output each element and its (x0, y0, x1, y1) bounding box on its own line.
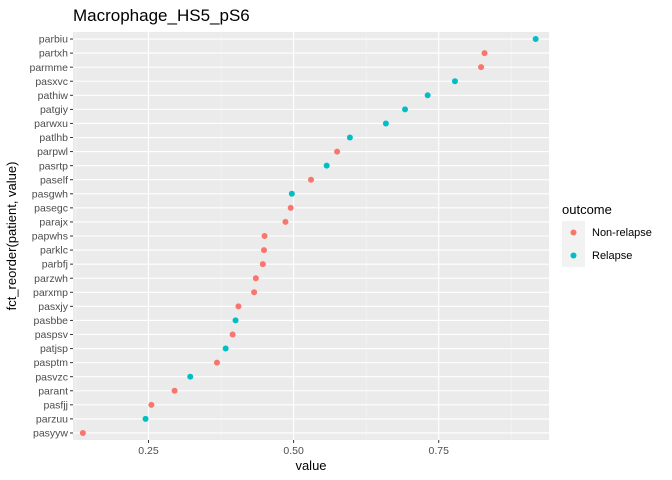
data-point-papwhs (261, 233, 268, 239)
y-tick-label: parajx (39, 217, 68, 229)
legend-title: outcome (562, 202, 612, 217)
x-tick-label: 0.25 (138, 445, 159, 457)
legend-swatch (570, 252, 577, 259)
data-point-pathiw (424, 92, 431, 99)
y-tick-label: partxh (39, 48, 68, 60)
data-point-pasbbe (232, 317, 239, 324)
data-point-patlhb (346, 134, 353, 141)
y-tick-label: pasrtp (39, 160, 68, 172)
y-tick-label: pasvzc (35, 371, 68, 383)
data-point-paspsv (229, 331, 236, 338)
data-point-pasrtp (323, 162, 330, 169)
y-axis-ticks: pasyyw parzuu pasfjj parant pasvzc pasptm patj… (29, 34, 73, 440)
y-tick-label: parbiu (39, 34, 68, 46)
y-tick-label: parxmp (33, 287, 68, 299)
y-tick-label: parmme (29, 62, 68, 74)
data-point-parwxu (382, 120, 389, 127)
y-tick-label: pasxvc (35, 76, 68, 88)
x-axis-title: value (295, 458, 326, 473)
data-point-pasxjy (235, 303, 242, 310)
legend: outcome Non-relapse Relapse (562, 202, 652, 267)
data-point-pasgwh (288, 190, 295, 197)
y-tick-label: parant (38, 385, 68, 397)
data-point-parklc (260, 247, 267, 254)
y-tick-label: parzwh (34, 273, 68, 285)
chart-title: Macrophage_HS5_pS6 (73, 6, 250, 25)
data-point-pasxvc (451, 78, 458, 85)
y-tick-label: pasbbe (34, 315, 69, 327)
x-tick-label: 0.50 (283, 445, 304, 457)
y-tick-label: parzuu (36, 413, 68, 425)
data-point-paself (308, 176, 314, 183)
y-axis-title: fct_reorder(patient, value) (4, 162, 19, 311)
y-tick-label: pasyyw (33, 428, 68, 440)
data-point-parzuu (142, 415, 149, 422)
y-tick-label: pasxjy (38, 301, 69, 313)
data-point-pasvzc (187, 373, 194, 380)
y-tick-label: pasgwh (32, 188, 68, 200)
y-tick-label: paspsv (35, 329, 69, 341)
data-point-pasyyw (79, 429, 86, 436)
y-tick-label: pasptm (34, 357, 69, 369)
data-point-pasfjj (148, 401, 155, 408)
y-tick-label: parklc (40, 245, 68, 257)
data-points (79, 36, 539, 436)
data-point-parajx (282, 218, 289, 225)
y-tick-label: papwhs (32, 231, 68, 243)
y-tick-label: parpwl (37, 146, 68, 158)
data-point-patjsp (222, 345, 229, 352)
data-point-pasptm (213, 359, 220, 366)
y-tick-label: pasegc (34, 202, 68, 214)
y-tick-label: pasfjj (43, 399, 68, 411)
x-tick-label: 0.75 (428, 445, 449, 457)
legend-label: Non-relapse (592, 227, 652, 239)
legend-swatch (570, 229, 577, 236)
y-tick-label: parwxu (34, 118, 68, 130)
data-point-parmme (478, 64, 485, 71)
y-tick-label: patjsp (40, 343, 68, 355)
y-tick-label: parbfj (42, 259, 68, 271)
data-point-parpwl (334, 148, 341, 155)
data-point-parzwh (252, 275, 259, 282)
data-point-parbiu (532, 36, 539, 43)
y-tick-label: pathiw (38, 90, 69, 102)
data-point-pasegc (287, 204, 294, 211)
data-point-parant (171, 387, 178, 394)
x-axis-ticks: 0.25 0.50 0.75 (138, 440, 449, 457)
y-tick-label: patgiy (40, 104, 69, 116)
major-gridlines (73, 32, 549, 440)
data-point-patgiy (402, 106, 409, 113)
y-tick-label: patlhb (39, 132, 68, 144)
y-tick-label: paself (40, 174, 68, 186)
legend-label: Relapse (592, 250, 632, 262)
data-point-parbfj (259, 261, 266, 268)
data-point-partxh (481, 50, 488, 57)
data-point-parxmp (251, 289, 258, 296)
